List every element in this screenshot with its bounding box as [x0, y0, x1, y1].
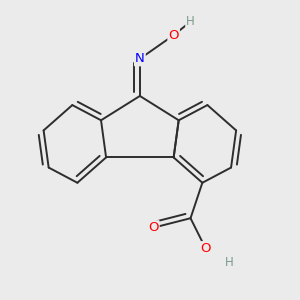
Text: H: H: [225, 256, 234, 268]
Text: N: N: [135, 52, 145, 65]
Text: O: O: [168, 29, 179, 42]
Text: H: H: [186, 15, 195, 28]
Text: O: O: [200, 242, 211, 255]
Text: O: O: [148, 221, 159, 234]
